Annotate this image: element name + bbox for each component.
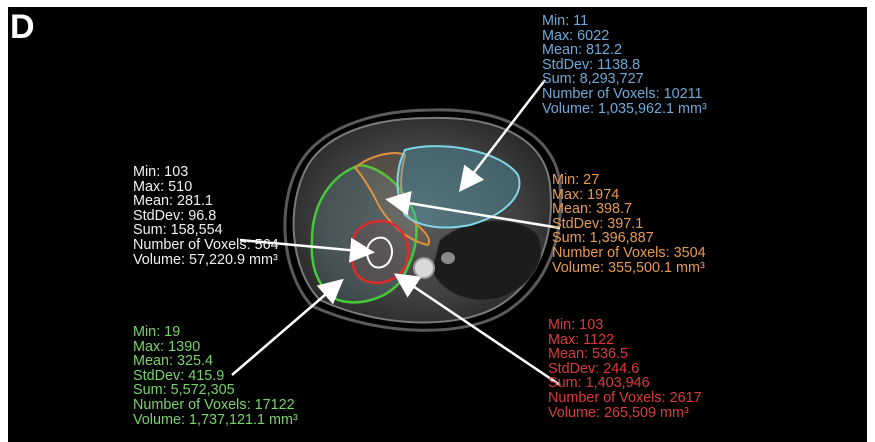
stat-stddev: StdDev: 1138.8 (542, 56, 641, 73)
stat-stddev: StdDev: 415.9 (133, 367, 225, 384)
green-arrow (231, 278, 344, 376)
stat-min: Min: 27 (552, 172, 600, 188)
stat-stddev: StdDev: 397.1 (552, 215, 644, 232)
stat-max: Max: 1390 (133, 338, 201, 355)
stat-mean: Mean: 281.1 (133, 193, 214, 210)
orange-arrow (385, 190, 561, 230)
stat-voxels: Number of Voxels: 2617 (548, 389, 702, 406)
stat-max: Max: 6022 (542, 27, 610, 44)
red-arrow (393, 273, 561, 387)
outer-skin-ring (283, 108, 563, 332)
stat-volume: Volume: 1,035,962.1 mm³ (542, 100, 707, 117)
stat-voxels: Number of Voxels: 10211 (542, 85, 703, 102)
stat-volume: Volume: 265,509 mm³ (548, 404, 689, 421)
stat-stddev: StdDev: 244.6 (548, 360, 640, 377)
blue-region-stats: Min: 11 Max: 6022 Mean: 812.2 StdDev: 11… (542, 14, 707, 116)
stat-max: Max: 1122 (548, 331, 615, 348)
stat-stddev: StdDev: 96.8 (133, 207, 217, 224)
stat-volume: Volume: 57,220.9 mm³ (133, 251, 278, 268)
green-region-stats: Min: 19 Max: 1390 Mean: 325.4 StdDev: 41… (133, 325, 298, 427)
stat-mean: Mean: 536.5 (548, 346, 629, 363)
stat-voxels: Number of Voxels: 17122 (133, 396, 295, 413)
stat-max: Max: 510 (133, 178, 193, 195)
red-contour (350, 219, 410, 285)
spine (413, 257, 435, 279)
orange-region-stats: Min: 27 Max: 1974 Mean: 398.7 StdDev: 39… (552, 173, 706, 275)
white-region-stats: Min: 103 Max: 510 Mean: 281.1 StdDev: 96… (133, 165, 279, 267)
white-arrow (239, 237, 375, 263)
stat-max: Max: 1974 (552, 186, 620, 203)
stat-volume: Volume: 1,737,121.1 mm³ (133, 411, 298, 428)
stat-voxels: Number of Voxels: 564 (133, 236, 279, 253)
red-region-stats: Min: 103 Max: 1122 Mean: 536.5 StdDev: 2… (548, 318, 702, 420)
stat-mean: Mean: 812.2 (542, 42, 623, 59)
aorta (441, 252, 455, 264)
stat-min: Min: 103 (548, 317, 604, 333)
stat-sum: Sum: 158,554 (133, 222, 223, 239)
stat-sum: Sum: 8,293,727 (542, 71, 644, 88)
stat-min: Min: 103 (133, 164, 189, 180)
stat-mean: Mean: 398.7 (552, 201, 633, 218)
stat-sum: Sum: 1,403,946 (548, 375, 650, 392)
stat-sum: Sum: 1,396,887 (552, 230, 654, 247)
stat-min: Min: 11 (542, 13, 589, 29)
stat-min: Min: 19 (133, 324, 181, 340)
stat-mean: Mean: 325.4 (133, 353, 214, 370)
stat-sum: Sum: 5,572,305 (133, 382, 235, 399)
stomach-region (431, 220, 542, 301)
blue-arrow (458, 79, 546, 192)
stat-volume: Volume: 355,500.1 mm³ (552, 259, 705, 276)
stat-voxels: Number of Voxels: 3504 (552, 244, 706, 261)
panel-label: D (10, 8, 35, 46)
